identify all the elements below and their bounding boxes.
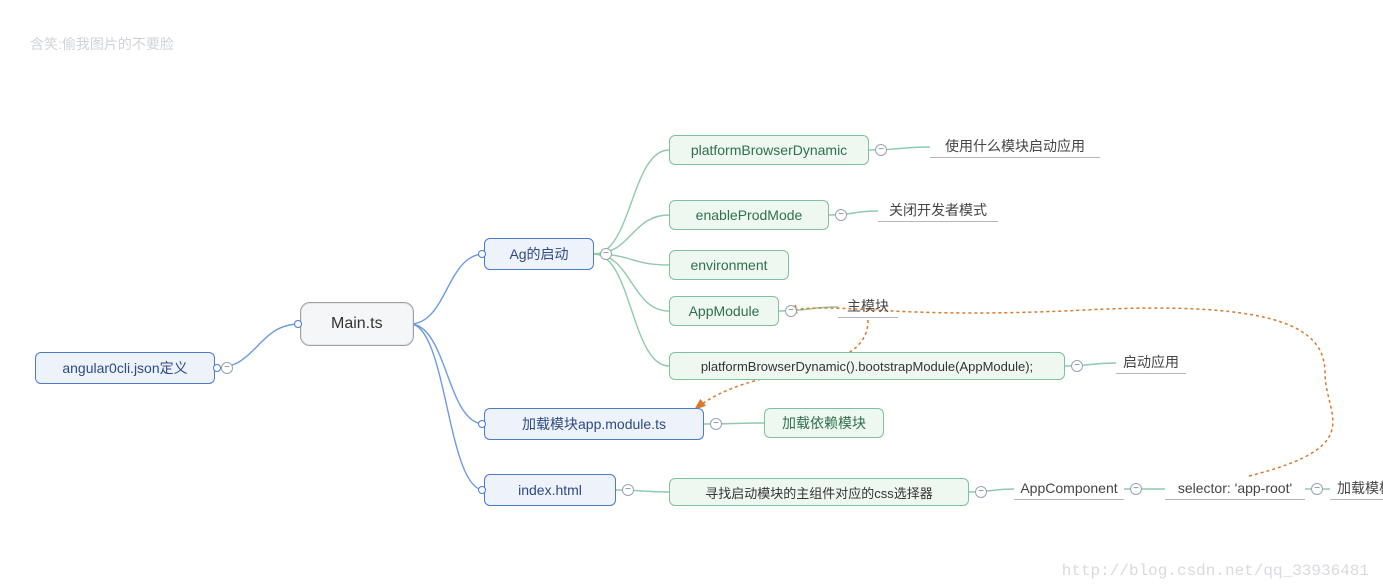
node-label: enableProdMode (696, 207, 803, 223)
node-label: platformBrowserDynamic().bootstrapModule… (701, 359, 1033, 374)
node-label: AppModule (689, 303, 760, 319)
collapse-toggle-ag[interactable]: − (600, 248, 612, 260)
node-pbd[interactable]: platformBrowserDynamic (669, 135, 869, 165)
collapse-toggle-appcomp[interactable]: − (1130, 483, 1142, 495)
node-label: 加载依赖模块 (782, 413, 866, 433)
collapse-toggle-boot[interactable]: − (1071, 360, 1083, 372)
node-label: environment (690, 257, 767, 273)
node-label: 主模块 (847, 296, 889, 316)
node-boot_note[interactable]: 启动应用 (1116, 352, 1186, 374)
node-label: Ag的启动 (509, 244, 568, 264)
watermark-bottom: http://blog.csdn.net/qq_33936481 (1062, 562, 1369, 580)
node-ag[interactable]: Ag的启动 (484, 238, 594, 270)
collapse-toggle-findsel[interactable]: − (975, 486, 987, 498)
node-epm[interactable]: enableProdMode (669, 200, 829, 230)
node-selector[interactable]: selector: 'app-root' (1165, 478, 1305, 500)
node-findsel[interactable]: 寻找启动模块的主组件对应的css选择器 (669, 478, 969, 506)
collapse-toggle-angular[interactable]: − (221, 362, 233, 374)
node-appm_note[interactable]: 主模块 (838, 296, 898, 318)
node-label: Main.ts (331, 315, 383, 333)
collapse-toggle-epm[interactable]: − (835, 209, 847, 221)
node-label: 寻找启动模块的主组件对应的css选择器 (705, 483, 933, 502)
node-label: selector: 'app-root' (1178, 480, 1292, 496)
node-label: 加载模块app.module.ts (522, 414, 666, 434)
node-label: AppComponent (1020, 480, 1117, 496)
port-right-angular (213, 364, 221, 372)
node-label: 启动应用 (1123, 352, 1179, 372)
collapse-toggle-index[interactable]: − (622, 484, 634, 496)
node-angular[interactable]: angular0cli.json定义 (35, 352, 215, 384)
node-pbd_note[interactable]: 使用什么模块启动应用 (930, 136, 1100, 158)
node-label: angular0cli.json定义 (62, 358, 187, 378)
node-loaddep[interactable]: 加载依赖模块 (764, 408, 884, 438)
node-appcomp[interactable]: AppComponent (1014, 478, 1124, 500)
port-left-main (294, 320, 302, 328)
node-label: 使用什么模块启动应用 (945, 136, 1085, 156)
collapse-toggle-appm[interactable]: − (785, 305, 797, 317)
node-index[interactable]: index.html (484, 474, 616, 506)
node-label: 关闭开发者模式 (889, 200, 987, 220)
collapse-toggle-load[interactable]: − (710, 418, 722, 430)
port-left-index (478, 486, 486, 494)
node-loadtpl[interactable]: 加载模板 (1330, 478, 1383, 500)
mindmap-canvas: 含笑:偷我图片的不要脸 http://blog.csdn.net/qq_3393… (0, 0, 1383, 588)
node-label: index.html (518, 482, 582, 498)
collapse-toggle-pbd[interactable]: − (875, 144, 887, 156)
watermark-top: 含笑:偷我图片的不要脸 (30, 34, 174, 54)
node-env[interactable]: environment (669, 250, 789, 280)
node-label: 加载模板 (1337, 478, 1383, 498)
node-load[interactable]: 加载模块app.module.ts (484, 408, 704, 440)
node-label: platformBrowserDynamic (691, 142, 847, 158)
node-epm_note[interactable]: 关闭开发者模式 (878, 200, 998, 222)
node-boot[interactable]: platformBrowserDynamic().bootstrapModule… (669, 352, 1065, 380)
port-left-load (478, 420, 486, 428)
node-appm[interactable]: AppModule (669, 296, 779, 326)
port-left-ag (478, 250, 486, 258)
collapse-toggle-selector[interactable]: − (1311, 483, 1323, 495)
node-main[interactable]: Main.ts (300, 302, 414, 346)
